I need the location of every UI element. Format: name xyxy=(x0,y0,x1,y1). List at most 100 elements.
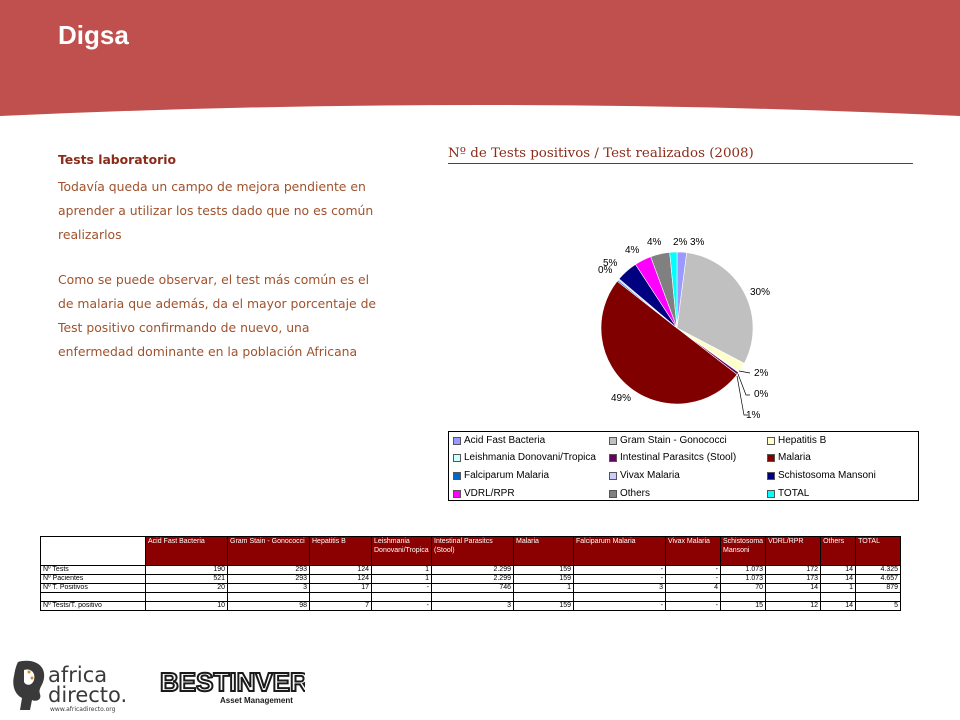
africa-logo-text-1: africa xyxy=(48,663,107,687)
table-cell: 7 xyxy=(309,601,372,611)
pie-label: 4% xyxy=(647,237,662,248)
table-cell: 12 xyxy=(765,601,822,611)
table-row-label: Nº Pacientes xyxy=(40,574,146,584)
table-cell: 14 xyxy=(820,565,857,575)
table-cell: 3 xyxy=(573,583,666,593)
table-header-cell: TOTAL xyxy=(855,536,902,566)
table-cell: 4 xyxy=(665,583,721,593)
table-cell: 17 xyxy=(309,583,372,593)
table-cell: 190 xyxy=(145,565,228,575)
table-cell: 1.073 xyxy=(719,565,767,575)
table-cell xyxy=(309,592,372,602)
legend-label: Schistosoma Mansoni xyxy=(778,470,876,481)
table-cell xyxy=(513,592,574,602)
table-header-cell: Intestinal Parasitcs (Stool) xyxy=(431,536,514,566)
africa-logo-text-2: directo. xyxy=(48,683,127,707)
table-cell: - xyxy=(665,565,721,575)
pie-label: 5% xyxy=(603,258,618,269)
chart-legend: Acid Fast Bacteria Gram Stain - Gonococci… xyxy=(448,431,919,501)
text-column: Tests laboratorio Todavía queda un campo… xyxy=(58,148,388,385)
legend-item: Others xyxy=(609,488,650,499)
table-cell: 10 xyxy=(145,601,228,611)
table-header-cell: Malaria xyxy=(513,536,574,566)
table-cell: 159 xyxy=(513,574,574,584)
table-cell xyxy=(145,592,228,602)
pie-label: 30% xyxy=(750,287,770,298)
table-cell xyxy=(431,592,514,602)
pie-label: 0% xyxy=(598,265,613,276)
table-cell: - xyxy=(573,574,666,584)
paragraph-1: Todavía queda un campo de mejora pendien… xyxy=(58,179,374,242)
legend-item: Vivax Malaria xyxy=(609,470,680,481)
table-cell: - xyxy=(573,565,666,575)
table-cell: 124 xyxy=(309,565,372,575)
table-header-cell: VDRL/RPR xyxy=(765,536,822,566)
table-cell xyxy=(855,592,902,602)
legend-swatch xyxy=(609,471,617,480)
table-row-label xyxy=(40,592,146,602)
section-heading: Tests laboratorio xyxy=(58,152,176,167)
table-row: Nº Tests/T. positivo 10 98 7-3 159- -15 12 14 5 xyxy=(40,601,902,611)
pie-label: 49% xyxy=(611,393,631,404)
table-cell: 20 xyxy=(145,583,228,593)
leader-line-1 xyxy=(738,370,751,374)
table-cell: 173 xyxy=(765,574,822,584)
table-cell: 2.299 xyxy=(431,574,514,584)
table-cell: - xyxy=(371,583,432,593)
table-row: Nº Pacientes 521 293 124 1 2.299 159- -1.073 173… xyxy=(40,574,902,584)
table-row: Nº Tests 190 293 124 1 2.299 159- -1.073 172 14 4.… xyxy=(40,565,902,575)
table-row-label: Nº T. Positivos xyxy=(40,583,146,593)
legend-label: Malaria xyxy=(778,452,811,463)
table-cell: 4.325 xyxy=(855,565,902,575)
table-cell: 14 xyxy=(820,574,857,584)
table-cell: 15 xyxy=(719,601,767,611)
leader-line-3 xyxy=(736,375,748,416)
data-table: Acid Fast Bacteria Gram Stain - Gonococci… xyxy=(40,536,902,611)
legend-item: Acid Fast Bacteria xyxy=(453,435,545,446)
legend-label: Hepatitis B xyxy=(778,435,827,446)
table-header-cell: Vivax Malaria xyxy=(665,536,721,566)
pie-slice-total xyxy=(669,251,678,329)
legend-item: Intestinal Parasitcs (Stool) xyxy=(609,452,736,463)
table-header-cell: Hepatitis B xyxy=(309,536,372,566)
table-cell: 1 xyxy=(371,565,432,575)
table-cell xyxy=(227,592,310,602)
table-cell xyxy=(371,592,432,602)
legend-swatch xyxy=(767,489,775,498)
pie-label: 4% xyxy=(625,245,640,256)
legend-swatch xyxy=(609,453,617,462)
legend-label: Vivax Malaria xyxy=(620,470,680,481)
legend-swatch xyxy=(767,453,775,462)
table-cell xyxy=(719,592,767,602)
bestinver-logo: BESTINVER Asset Management xyxy=(159,664,310,710)
table-cell: 14 xyxy=(765,583,822,593)
pie-label: 1% xyxy=(746,410,761,421)
legend-label: Gram Stain - Gonococci xyxy=(620,435,727,446)
table-row-label: Nº Tests xyxy=(40,565,146,575)
pie-label: 2% xyxy=(754,368,769,379)
pie-slice-malaria xyxy=(600,280,738,405)
bestinver-logo-text: BESTINVER xyxy=(160,667,305,697)
legend-swatch xyxy=(453,453,461,462)
legend-item: Schistosoma Mansoni xyxy=(767,470,876,481)
table-header-cell: Others xyxy=(820,536,857,566)
table-cell xyxy=(820,592,857,602)
legend-item: Malaria xyxy=(767,452,811,463)
table-cell: 879 xyxy=(855,583,902,593)
legend-swatch xyxy=(609,489,617,498)
bestinver-logo-subtext: Asset Management xyxy=(220,696,293,705)
table-row-label: Nº Tests/T. positivo xyxy=(40,601,146,611)
pie-label: 2% xyxy=(673,237,688,248)
table-cell: 4.657 xyxy=(855,574,902,584)
legend-label: Others xyxy=(620,488,651,499)
paragraph-2: Como se puede observar, el test más comú… xyxy=(58,272,377,359)
legend-label: TOTAL xyxy=(778,488,810,499)
table-cell: - xyxy=(665,574,721,584)
legend-item: Hepatitis B xyxy=(767,435,826,446)
legend-swatch xyxy=(453,471,461,480)
table-cell: 2.299 xyxy=(431,565,514,575)
pie-label: 3% xyxy=(690,237,705,248)
table-cell: 159 xyxy=(513,565,574,575)
legend-label: Acid Fast Bacteria xyxy=(464,435,546,446)
legend-item: TOTAL xyxy=(767,488,809,499)
